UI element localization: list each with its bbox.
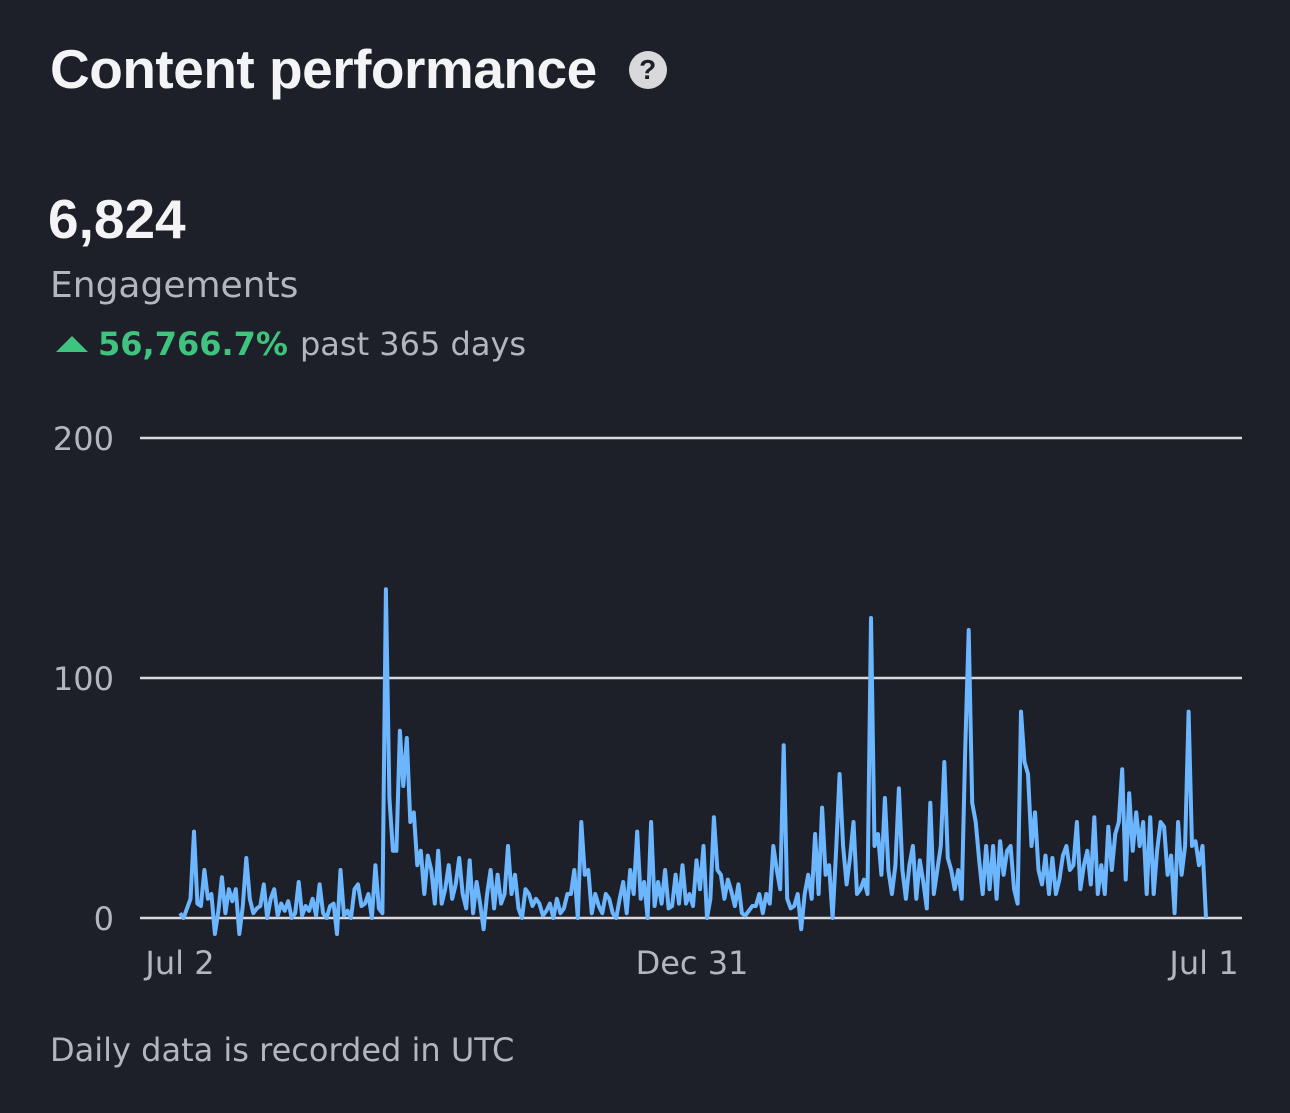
footer-note: Daily data is recorded in UTC xyxy=(50,1031,515,1069)
y-tick-label: 200 xyxy=(53,420,114,458)
y-tick-label: 0 xyxy=(94,900,114,938)
page-title: Content performance xyxy=(50,38,597,100)
question-circle-icon[interactable]: ? xyxy=(628,50,667,89)
change-indicator: 56,766.7% past 365 days xyxy=(56,328,526,360)
grid-layer xyxy=(140,436,1242,920)
x-tick-label: Dec 31 xyxy=(636,944,749,982)
triangle-up-icon xyxy=(56,336,88,352)
engagements-value: 6,824 xyxy=(48,188,186,250)
series-line-0 xyxy=(178,587,1208,936)
x-tick-label: Jul 2 xyxy=(143,944,214,982)
engagements-label: Engagements xyxy=(50,265,299,306)
chart-svg: 0 100 200 Jul 2 Dec 31 Jul 1 xyxy=(53,420,1242,982)
series-layer xyxy=(178,587,1208,936)
y-tick-label: 100 xyxy=(53,660,114,698)
x-tick-labels: Jul 2 Dec 31 Jul 1 xyxy=(143,944,1238,982)
y-tick-labels: 0 100 200 xyxy=(53,420,114,938)
engagements-chart[interactable]: 0 100 200 Jul 2 Dec 31 Jul 1 xyxy=(0,400,1290,1000)
x-tick-label: Jul 1 xyxy=(1167,944,1238,982)
change-period: past 365 days xyxy=(299,325,527,363)
change-percentage: 56,766.7% xyxy=(98,325,288,363)
header: Content performance ? xyxy=(50,42,667,97)
